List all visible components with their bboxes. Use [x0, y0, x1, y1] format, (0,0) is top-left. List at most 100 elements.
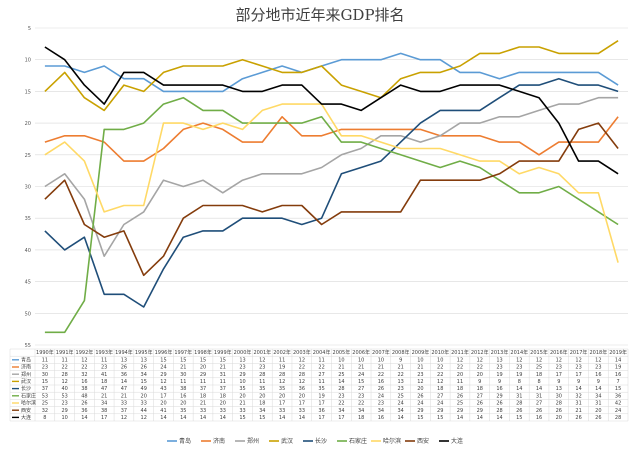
- table-cell-value: 22: [378, 372, 384, 378]
- table-cell-value: 35: [259, 386, 265, 392]
- table-cell-value: 23: [516, 365, 522, 371]
- table-cell-value: 27: [536, 401, 542, 407]
- category-label: 1995年: [135, 349, 153, 356]
- table-cell-value: 37: [42, 386, 48, 392]
- table-cell-value: 21: [575, 408, 581, 414]
- table-cell-value: 9: [557, 379, 560, 385]
- y-tick-label: 30: [25, 185, 31, 191]
- table-cell-value: 9: [498, 379, 501, 385]
- table-cell-value: 22: [299, 365, 305, 371]
- table-series-name: 哈尔滨: [21, 400, 36, 407]
- table-cell-value: 24: [437, 401, 443, 407]
- table-cell-value: 17: [338, 415, 344, 421]
- table-cell-value: 20: [556, 415, 562, 421]
- table-cell-value: 42: [615, 401, 621, 407]
- table-cell-value: 12: [556, 357, 562, 363]
- category-label: 2007年: [372, 349, 390, 356]
- table-cell-value: 14: [615, 357, 621, 363]
- table-cell-value: 23: [101, 365, 107, 371]
- table-cell-value: 20: [141, 393, 147, 399]
- category-label: 2013年: [491, 349, 509, 356]
- table-cell-value: 15: [220, 357, 226, 363]
- table-cell-value: 26: [417, 393, 423, 399]
- table-series-name: 郑州: [21, 371, 31, 378]
- table-cell-value: 25: [536, 365, 542, 371]
- table-cell-value: 23: [338, 393, 344, 399]
- table-cell-value: 14: [457, 415, 463, 421]
- table-cell-value: 11: [220, 379, 226, 385]
- legend-label: 大连: [451, 437, 463, 445]
- table-cell-value: 26: [378, 386, 384, 392]
- table-cell-value: 12: [595, 357, 601, 363]
- table-cell-value: 28: [338, 386, 344, 392]
- table-cell-value: 20: [299, 393, 305, 399]
- category-label: 1993年: [95, 349, 113, 356]
- table-cell-value: 19: [615, 365, 621, 371]
- table-cell-value: 18: [477, 386, 483, 392]
- table-cell-value: 11: [318, 357, 324, 363]
- table-cell-value: 16: [378, 379, 384, 385]
- table-cell-value: 33: [141, 401, 147, 407]
- table-cell-value: 16: [595, 372, 601, 378]
- table-cell-value: 14: [81, 415, 87, 421]
- table-series-name: 石家庄: [21, 392, 36, 399]
- table-cell-value: 20: [160, 401, 166, 407]
- table-cell-value: 26: [575, 415, 581, 421]
- table-cell-value: 8: [518, 379, 521, 385]
- category-label: 1997年: [174, 349, 192, 356]
- table-cell-value: 9: [577, 379, 580, 385]
- table-cell-value: 41: [101, 372, 107, 378]
- table-cell-value: 11: [457, 379, 463, 385]
- table-cell-value: 18: [358, 415, 364, 421]
- table-cell-value: 21: [180, 365, 186, 371]
- series-line-长沙: [44, 77, 619, 308]
- table-cell-value: 10: [417, 357, 423, 363]
- table-cell-value: 43: [160, 386, 166, 392]
- table-cell-value: 14: [595, 386, 601, 392]
- category-label: 2008年: [392, 349, 410, 356]
- table-cell-value: 28: [615, 415, 621, 421]
- table-cell-value: 15: [42, 379, 48, 385]
- category-label: 2002年: [273, 349, 291, 356]
- category-label: 2014年: [510, 349, 528, 356]
- table-cell-value: 12: [477, 357, 483, 363]
- table-cell-value: 7: [617, 379, 620, 385]
- table-cell-value: 16: [81, 379, 87, 385]
- table-series-name: 青岛: [21, 356, 31, 363]
- table-series-name: 长沙: [21, 385, 31, 392]
- table-cell-value: 30: [556, 393, 562, 399]
- table-cell-value: 17: [101, 415, 107, 421]
- table-cell-value: 11: [200, 379, 206, 385]
- table-cell-value: 28: [556, 401, 562, 407]
- table-cell-value: 10: [378, 357, 384, 363]
- table-cell-value: 53: [61, 393, 67, 399]
- table-cell-value: 31: [536, 393, 542, 399]
- table-cell-value: 12: [417, 379, 423, 385]
- table-cell-value: 23: [259, 365, 265, 371]
- table-cell-value: 16: [378, 415, 384, 421]
- table-cell-value: 26: [121, 365, 127, 371]
- table-cell-value: 11: [180, 379, 186, 385]
- table-cell-value: 19: [279, 365, 285, 371]
- table-cell-value: 23: [42, 365, 48, 371]
- chart-title: 部分地市近年来GDP排名: [235, 6, 405, 24]
- table-cell-value: 11: [279, 357, 285, 363]
- table-cell-value: 12: [121, 415, 127, 421]
- table-cell-value: 18: [457, 386, 463, 392]
- table-cell-value: 34: [378, 408, 384, 414]
- table-cell-value: 26: [457, 393, 463, 399]
- table-cell-value: 20: [279, 393, 285, 399]
- table-cell-value: 24: [378, 393, 384, 399]
- table-cell-value: 17: [575, 372, 581, 378]
- table-cell-value: 31: [595, 401, 601, 407]
- table-cell-value: 23: [239, 365, 245, 371]
- table-cell-value: 22: [477, 365, 483, 371]
- table-cell-value: 13: [121, 357, 127, 363]
- table-cell-value: 37: [200, 386, 206, 392]
- table-cell-value: 30: [42, 372, 48, 378]
- table-cell-value: 13: [141, 357, 147, 363]
- table-cell-value: 14: [477, 415, 483, 421]
- legend-label: 青岛: [179, 437, 191, 445]
- table-cell-value: 47: [121, 386, 127, 392]
- legend-label: 郑州: [247, 437, 259, 445]
